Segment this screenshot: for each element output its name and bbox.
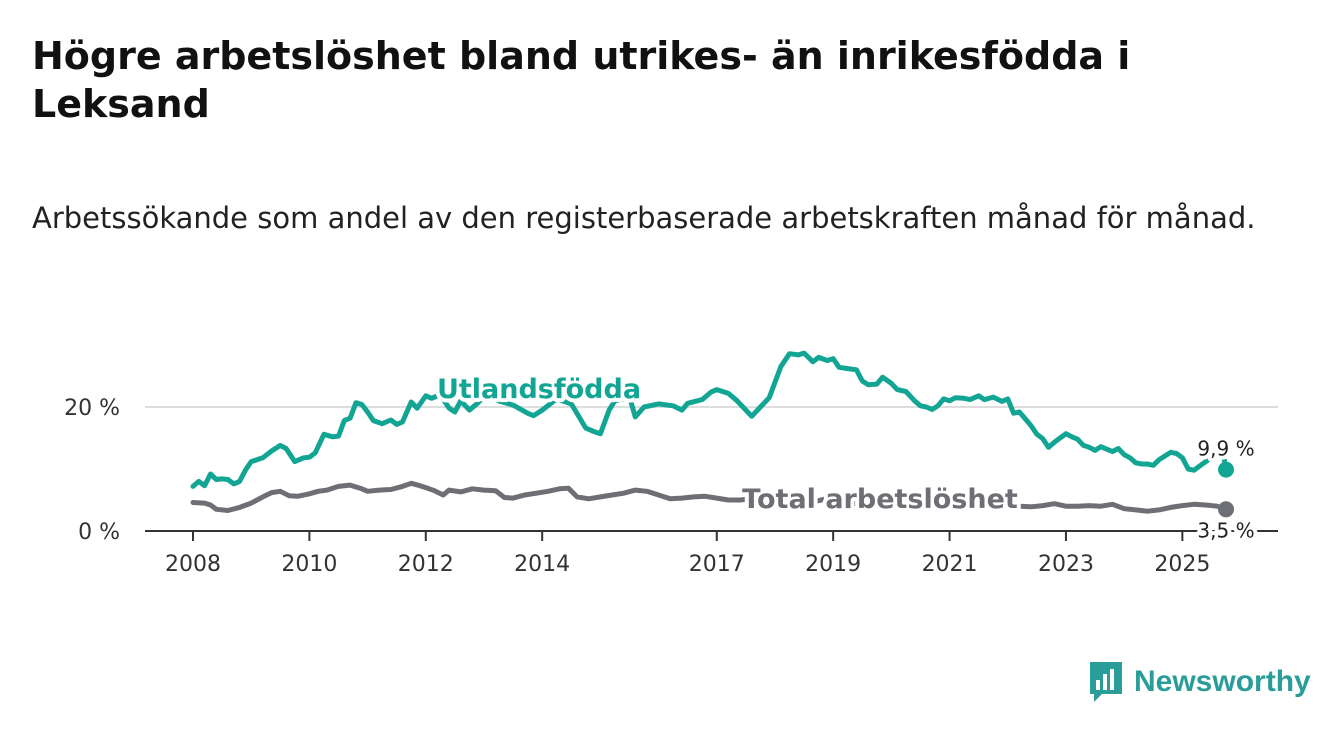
x-tick-label: 2012 xyxy=(398,552,454,577)
series-endpoint-total xyxy=(1218,501,1234,518)
logo-text: Newsworthy xyxy=(1134,665,1311,698)
series-label-total: Total arbetslöshet xyxy=(742,484,1018,515)
y-tick-label: 20 % xyxy=(64,396,120,421)
series-line-total xyxy=(190,480,1229,514)
newsworthy-logo-icon xyxy=(1090,662,1122,702)
x-tick-label: 2025 xyxy=(1154,552,1210,577)
newsworthy-logo[interactable]: Newsworthy xyxy=(1088,660,1311,704)
x-tick-label: 2019 xyxy=(805,552,861,577)
end-label-total: 3,5 % xyxy=(1197,518,1254,542)
series-label-utlandsfodda: Utlandsfödda xyxy=(437,374,641,405)
chart-subtitle: Arbetssökande som andel av den registerb… xyxy=(32,201,1256,235)
series-endpoint-utlandsfodda xyxy=(1218,461,1234,478)
x-tick-label: 2010 xyxy=(281,552,337,577)
end-label-utlandsfodda: 9,9 % xyxy=(1197,437,1254,461)
x-tick-label: 2017 xyxy=(689,552,745,577)
x-tick-label: 2021 xyxy=(922,552,978,577)
chart-title: Högre arbetslöshet bland utrikes- än inr… xyxy=(32,34,1131,126)
series-line-utlandsfodda xyxy=(190,350,1229,489)
x-tick-label: 2014 xyxy=(514,552,570,577)
x-tick-label: 2023 xyxy=(1038,552,1094,577)
y-tick-label: 0 % xyxy=(78,520,120,545)
line-chart: 0 % 20 % 2008 2010 2012 2014 2017 2019 2021 2023 2… xyxy=(64,350,1278,577)
x-tick-label: 2008 xyxy=(165,552,221,577)
